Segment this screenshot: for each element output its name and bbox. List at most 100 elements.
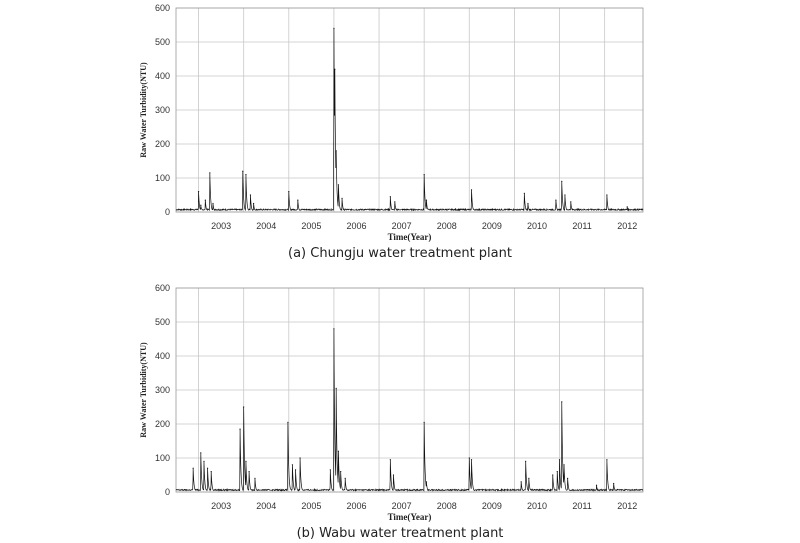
peak-point [392, 474, 395, 476]
peak-point [340, 471, 342, 473]
peak-point [206, 467, 209, 469]
peak-point [245, 460, 247, 462]
peak-point [527, 202, 529, 205]
y-tick-label: 100 [155, 453, 170, 463]
y-tick-label: 100 [155, 173, 170, 183]
peak-point [299, 457, 301, 459]
peak-point [595, 484, 598, 486]
x-tick-label: 2008 [437, 501, 457, 511]
y-tick-label: 400 [155, 71, 170, 81]
peak-point [337, 184, 340, 186]
plot-frame [175, 287, 644, 493]
x-tick-label: 2007 [392, 221, 412, 231]
x-tick-label: 2009 [482, 221, 502, 231]
x-tick-label: 2010 [527, 501, 547, 511]
peak-point [294, 469, 297, 471]
peak-point [523, 192, 525, 194]
peak-point [242, 170, 244, 172]
peak-point [555, 199, 557, 201]
chart-wabu: 0 100 200 300 400 500 600 2003 2004 2005 2006 2007 2… [0, 280, 800, 543]
peak-point [470, 459, 473, 461]
x-tick-label: 2005 [301, 221, 321, 231]
x-tick-label: 2006 [346, 221, 366, 231]
peak-point [344, 477, 346, 479]
peak-point [468, 457, 470, 459]
chart-svg: 0 100 200 300 400 500 600 2003 2004 2005 2006 2007 2… [139, 3, 644, 242]
y-tick-label: 500 [155, 317, 170, 327]
peak-point [288, 191, 290, 193]
peak-point [561, 180, 563, 182]
peak-point [570, 201, 572, 203]
x-tick-label: 2011 [572, 221, 591, 231]
peak-point [253, 202, 255, 205]
y-tick-label: 300 [155, 105, 170, 115]
x-tick-label: 2004 [256, 221, 276, 231]
x-axis-label: Time(Year) [388, 512, 432, 522]
x-tick-label: 2012 [617, 221, 637, 231]
peak-point [204, 199, 206, 201]
turbidity-series-line [175, 328, 644, 492]
peak-point [389, 196, 391, 198]
peak-point [552, 474, 554, 476]
x-tick-label: 2005 [301, 501, 321, 511]
peak-point [248, 471, 250, 473]
y-tick-label: 0 [165, 207, 170, 217]
peak-point [341, 197, 343, 199]
peak-point [470, 189, 473, 191]
peak-point [423, 174, 425, 176]
peak-point [297, 199, 299, 201]
peak-point [564, 194, 566, 196]
y-tick-label: 200 [155, 419, 170, 429]
peak-point [334, 68, 336, 70]
peak-point [254, 477, 256, 479]
x-tick-label: 2011 [572, 501, 591, 511]
peak-point [197, 191, 200, 193]
peak-point [528, 477, 530, 479]
y-tick-label: 600 [155, 3, 170, 13]
plot-frame [175, 7, 644, 213]
peak-point [245, 174, 247, 176]
peak-point [333, 328, 335, 330]
peak-point [200, 452, 202, 454]
peak-point [606, 194, 608, 196]
x-axis-label: Time(Year) [388, 232, 432, 242]
y-tick-label: 200 [155, 139, 170, 149]
peak-point [203, 460, 205, 462]
peak-point [626, 206, 628, 208]
peak-point [209, 172, 211, 174]
chart-svg: 0 100 200 300 400 500 600 2003 2004 2005 2006 2007 2… [139, 283, 644, 522]
x-tick-label: 2003 [211, 501, 231, 511]
y-tick-label: 0 [165, 487, 170, 497]
x-tick-label: 2007 [392, 501, 412, 511]
y-tick-label: 400 [155, 351, 170, 361]
peak-point [423, 421, 425, 423]
x-tick-label: 2010 [527, 221, 547, 231]
peak-point [335, 150, 337, 152]
caption-wabu: (b) Wabu water treatment plant [296, 526, 504, 541]
peak-point [606, 459, 608, 461]
peak-point [389, 459, 391, 461]
x-tick-label: 2012 [617, 501, 637, 511]
peak-point [425, 481, 428, 483]
peak-point [567, 477, 569, 479]
peak-point [291, 464, 294, 466]
x-tick-label: 2003 [211, 221, 231, 231]
chart-chungju: 0 100 200 300 400 500 600 2003 2004 2005 2006 2007 2… [0, 0, 800, 270]
peak-point [239, 428, 241, 430]
peak-point [287, 421, 289, 423]
peak-point [329, 469, 331, 471]
y-tick-label: 600 [155, 283, 170, 293]
peak-point [335, 387, 337, 389]
peak-point [249, 194, 252, 196]
peak-point [425, 199, 428, 201]
peak-point [210, 471, 212, 473]
peak-point [333, 27, 335, 29]
turbidity-series-line [175, 28, 644, 212]
peak-point [243, 406, 245, 408]
peak-point [613, 482, 615, 485]
y-axis-label: Raw Water Turbidity(NTU) [139, 342, 148, 438]
peak-point [200, 204, 202, 206]
peak-point [394, 201, 396, 203]
peak-point [212, 202, 214, 205]
x-tick-label: 2004 [256, 501, 276, 511]
